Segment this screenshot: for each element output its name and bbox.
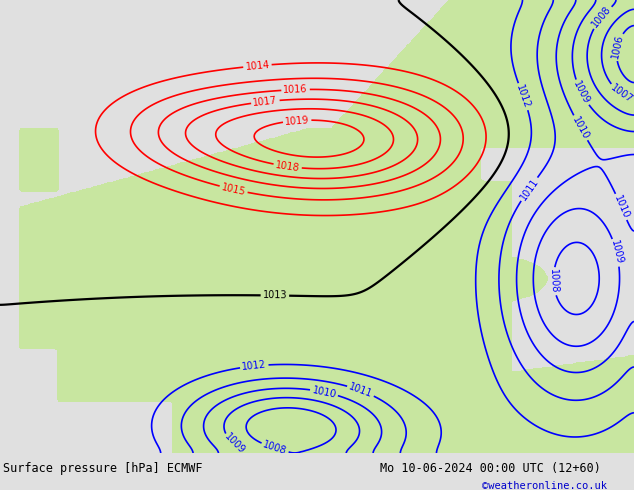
Text: 1009: 1009 — [571, 79, 592, 106]
Text: 1010: 1010 — [570, 115, 591, 141]
Text: 1010: 1010 — [612, 194, 631, 220]
Text: 1010: 1010 — [311, 385, 337, 399]
Text: 1016: 1016 — [283, 84, 308, 95]
Text: 1014: 1014 — [245, 60, 270, 72]
Text: 1012: 1012 — [242, 360, 267, 372]
Text: 1006: 1006 — [610, 34, 625, 60]
Text: Surface pressure [hPa] ECMWF: Surface pressure [hPa] ECMWF — [3, 462, 203, 475]
Text: 1012: 1012 — [514, 83, 532, 110]
Text: 1011: 1011 — [518, 176, 540, 202]
Text: 1007: 1007 — [609, 83, 634, 105]
Text: 1013: 1013 — [262, 291, 287, 301]
Text: 1018: 1018 — [275, 160, 301, 173]
Text: 1008: 1008 — [262, 440, 288, 457]
Text: Mo 10-06-2024 00:00 UTC (12+60): Mo 10-06-2024 00:00 UTC (12+60) — [380, 462, 601, 475]
Text: 1019: 1019 — [285, 115, 310, 126]
Text: 1017: 1017 — [252, 96, 278, 108]
Text: ©weatheronline.co.uk: ©weatheronline.co.uk — [482, 481, 607, 490]
Text: 1015: 1015 — [221, 182, 247, 197]
Text: 1008: 1008 — [590, 4, 613, 30]
Text: 1011: 1011 — [347, 382, 374, 399]
Text: 1008: 1008 — [548, 269, 559, 294]
Text: 1009: 1009 — [609, 240, 624, 266]
Text: 1009: 1009 — [223, 432, 247, 456]
